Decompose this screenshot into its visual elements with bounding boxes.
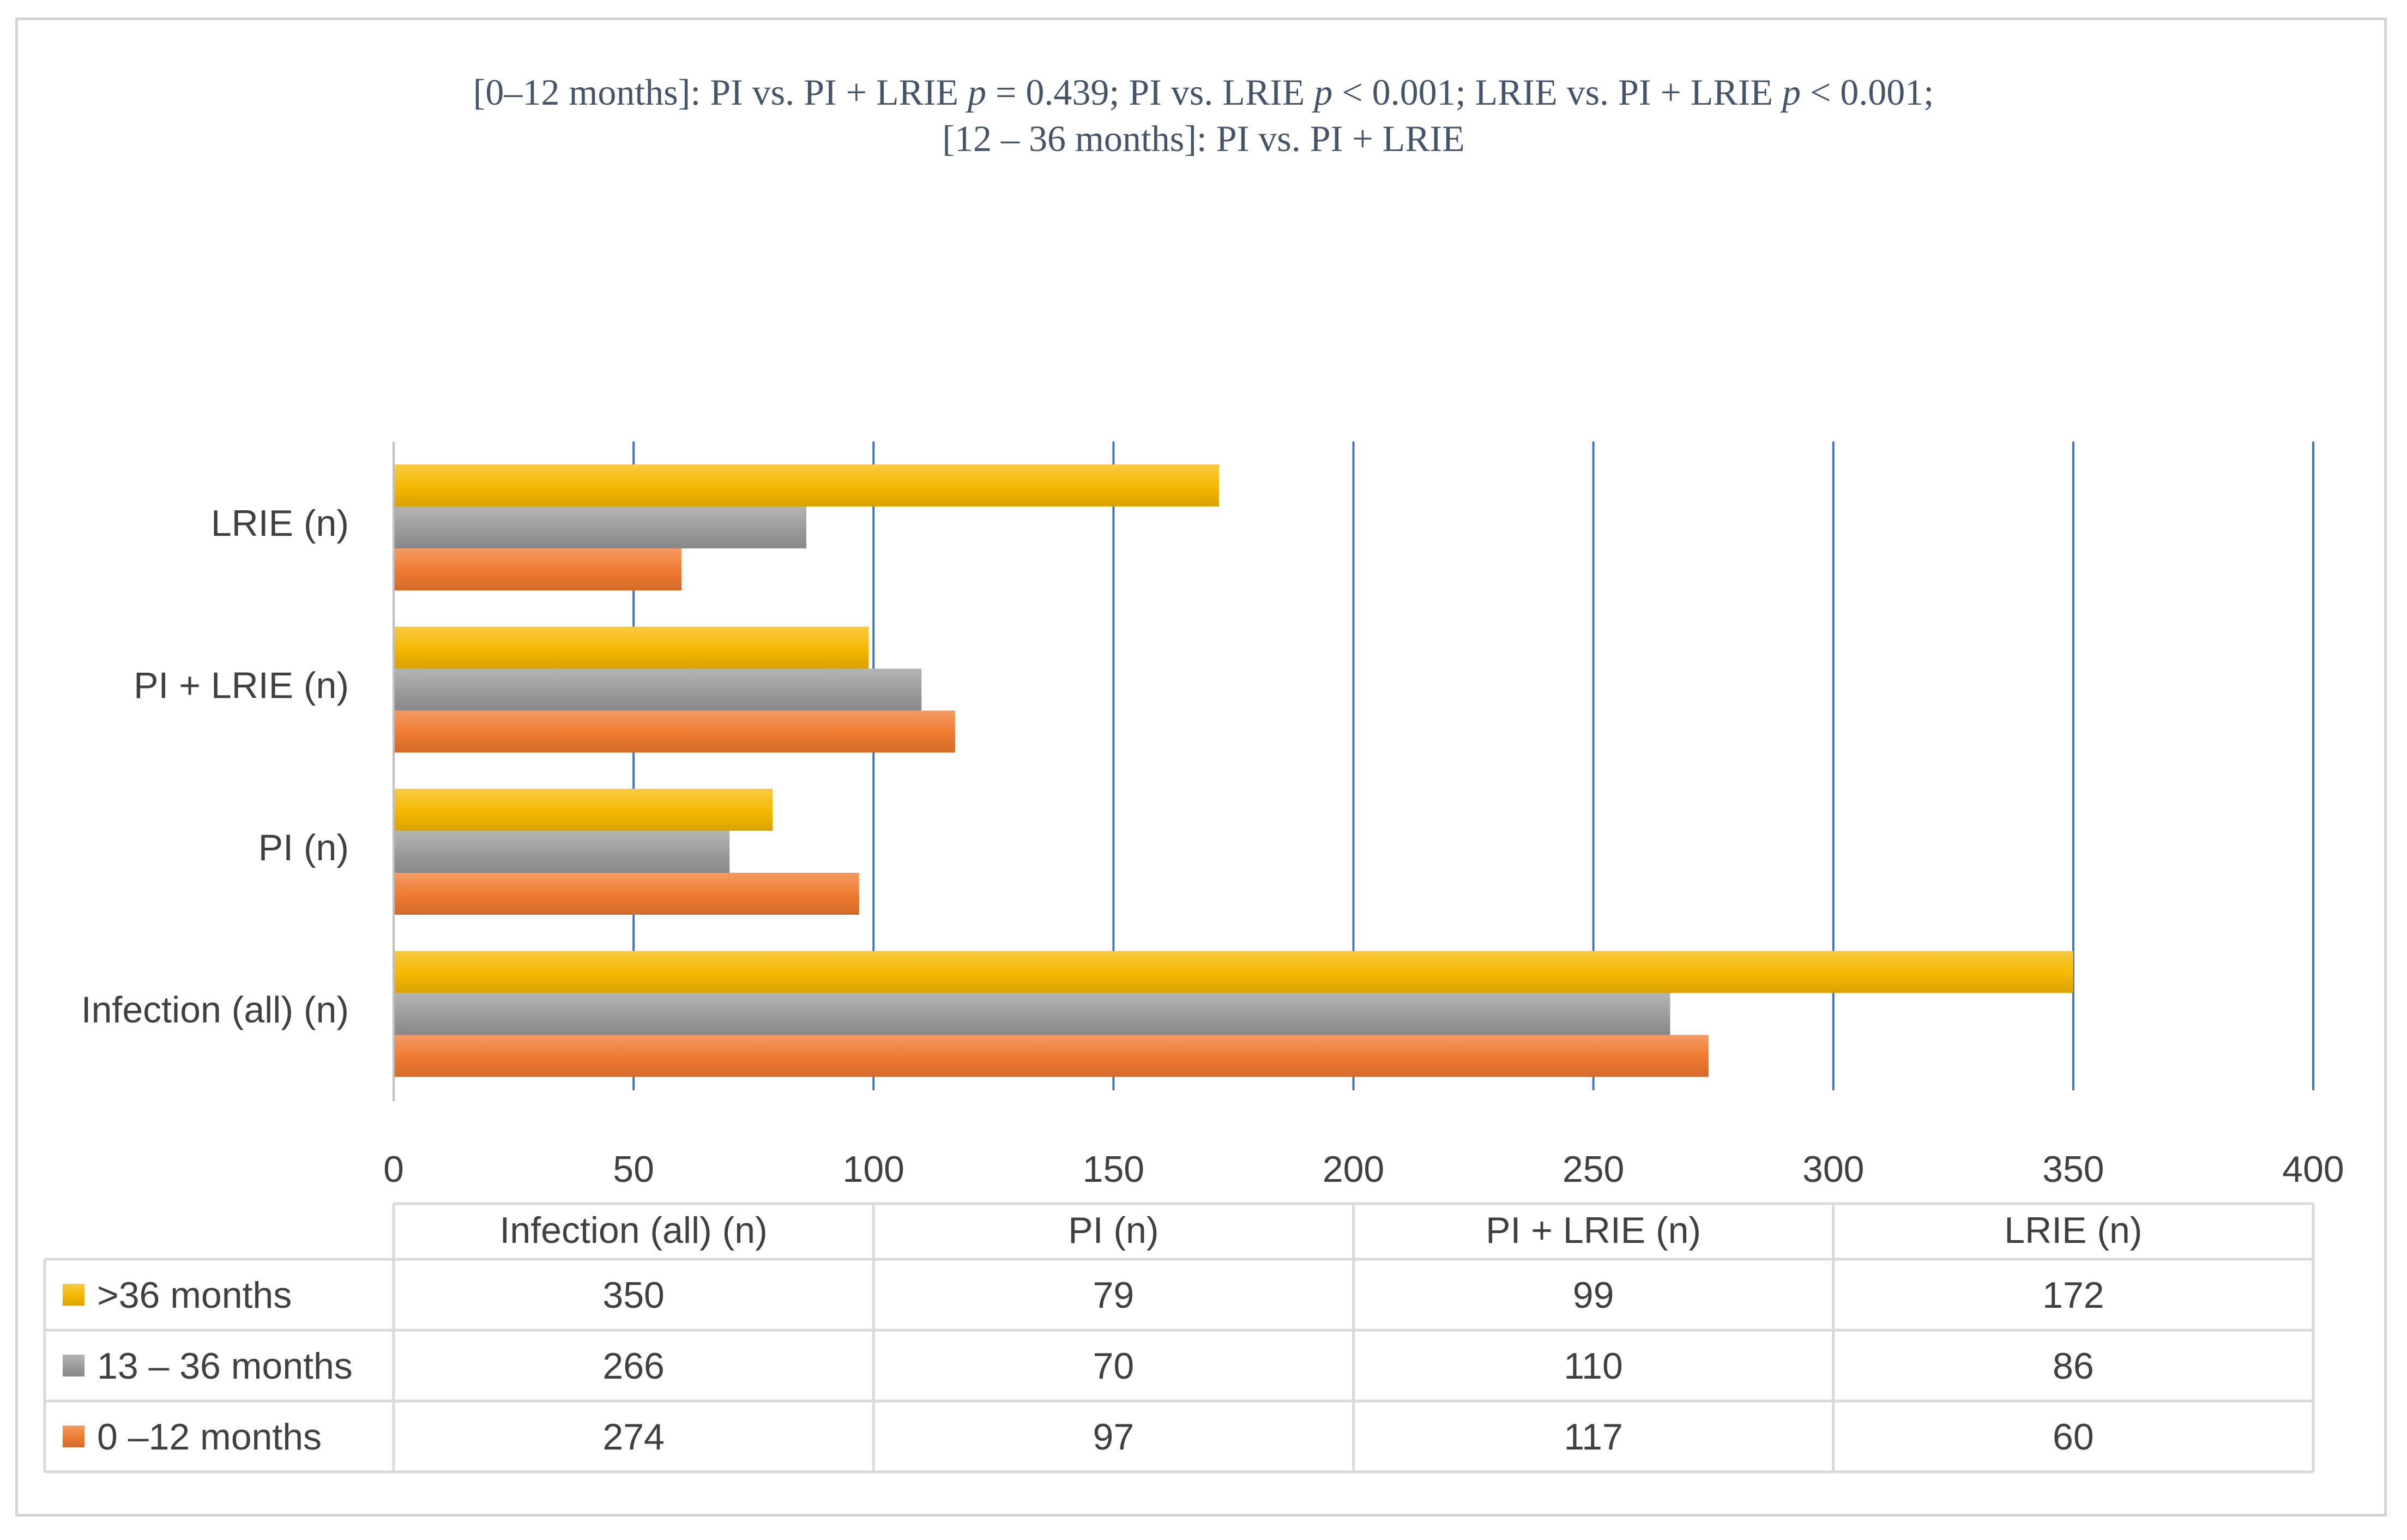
legend-label: 13 – 36 months <box>97 1345 353 1387</box>
table-cell: 266 <box>602 1345 664 1387</box>
bar <box>394 1035 1709 1077</box>
x-tick-label: 300 <box>1802 1149 1864 1190</box>
chart-title-part-3: p <box>1314 71 1333 113</box>
chart-title: [0–12 months]: PI vs. PI + LRIE p = 0.43… <box>0 71 2407 114</box>
category-label: PI + LRIE (n) <box>134 665 349 706</box>
legend-key <box>63 1284 85 1306</box>
x-tick-label: 250 <box>1563 1149 1624 1190</box>
table-header-cell: PI (n) <box>1068 1210 1159 1251</box>
table-cell: 70 <box>1093 1345 1135 1387</box>
table-cell: 79 <box>1093 1275 1135 1316</box>
bars <box>394 464 2073 1077</box>
table-cell: 350 <box>602 1275 664 1316</box>
x-tick-label: 0 <box>383 1149 404 1190</box>
table-cell: 99 <box>1573 1275 1614 1316</box>
category-label: PI (n) <box>258 827 349 868</box>
chart-title-part-4: < 0.001; LRIE vs. PI + LRIE <box>1332 71 1782 113</box>
chart-title-part-5: p <box>1782 71 1801 113</box>
chart-subtitle: [12 – 36 months]: PI vs. PI + LRIE <box>942 118 1465 159</box>
table-cell: 172 <box>2042 1275 2104 1316</box>
x-tick-label: 350 <box>2042 1149 2104 1190</box>
table-header-cell: LRIE (n) <box>2004 1210 2142 1251</box>
bar <box>394 626 869 669</box>
legend-key <box>63 1426 85 1447</box>
legend-label: >36 months <box>97 1275 292 1316</box>
chart-title-part-1: p <box>968 71 987 113</box>
axes: Infection (all) (n) PI (n) PI + LRIE (n) LR… <box>81 442 2344 1190</box>
table-header-cell: PI + LRIE (n) <box>1486 1210 1701 1251</box>
bar <box>394 548 682 590</box>
bar <box>394 464 1220 506</box>
table-cell: 60 <box>2053 1416 2094 1458</box>
bar <box>394 873 859 915</box>
chart-title-part-0: [0–12 months]: PI vs. PI + LRIE <box>473 71 968 113</box>
x-tick-label: 400 <box>2282 1149 2344 1190</box>
bar <box>394 506 807 548</box>
table-cell: 274 <box>602 1416 664 1458</box>
x-tick-label: 200 <box>1323 1149 1384 1190</box>
bar <box>394 951 2073 993</box>
legend-key <box>63 1355 85 1376</box>
bar <box>394 831 730 873</box>
bar <box>394 789 773 831</box>
category-label: Infection (all) (n) <box>81 989 349 1030</box>
table-cell: 97 <box>1093 1416 1135 1458</box>
bar <box>394 710 955 753</box>
table-cell: 117 <box>1564 1416 1622 1458</box>
bar <box>394 668 922 711</box>
category-label: LRIE (n) <box>211 503 349 544</box>
x-tick-label: 150 <box>1083 1149 1144 1190</box>
legend-label: 0 –12 months <box>97 1416 322 1458</box>
table-header-cell: Infection (all) (n) <box>499 1210 767 1251</box>
chart-frame <box>15 17 2387 1517</box>
x-tick-label: 100 <box>843 1149 904 1190</box>
data-table: Infection (all) (n) PI (n) PI + LRIE (n) LR… <box>43 1202 2315 1473</box>
bar <box>394 993 1670 1035</box>
chart-title-part-2: = 0.439; PI vs. LRIE <box>986 71 1314 113</box>
table-cell: 110 <box>1564 1345 1622 1387</box>
x-tick-label: 50 <box>613 1149 654 1190</box>
table-cell: 86 <box>2053 1345 2094 1387</box>
chart-title-part-6: < 0.001; <box>1800 71 1934 113</box>
